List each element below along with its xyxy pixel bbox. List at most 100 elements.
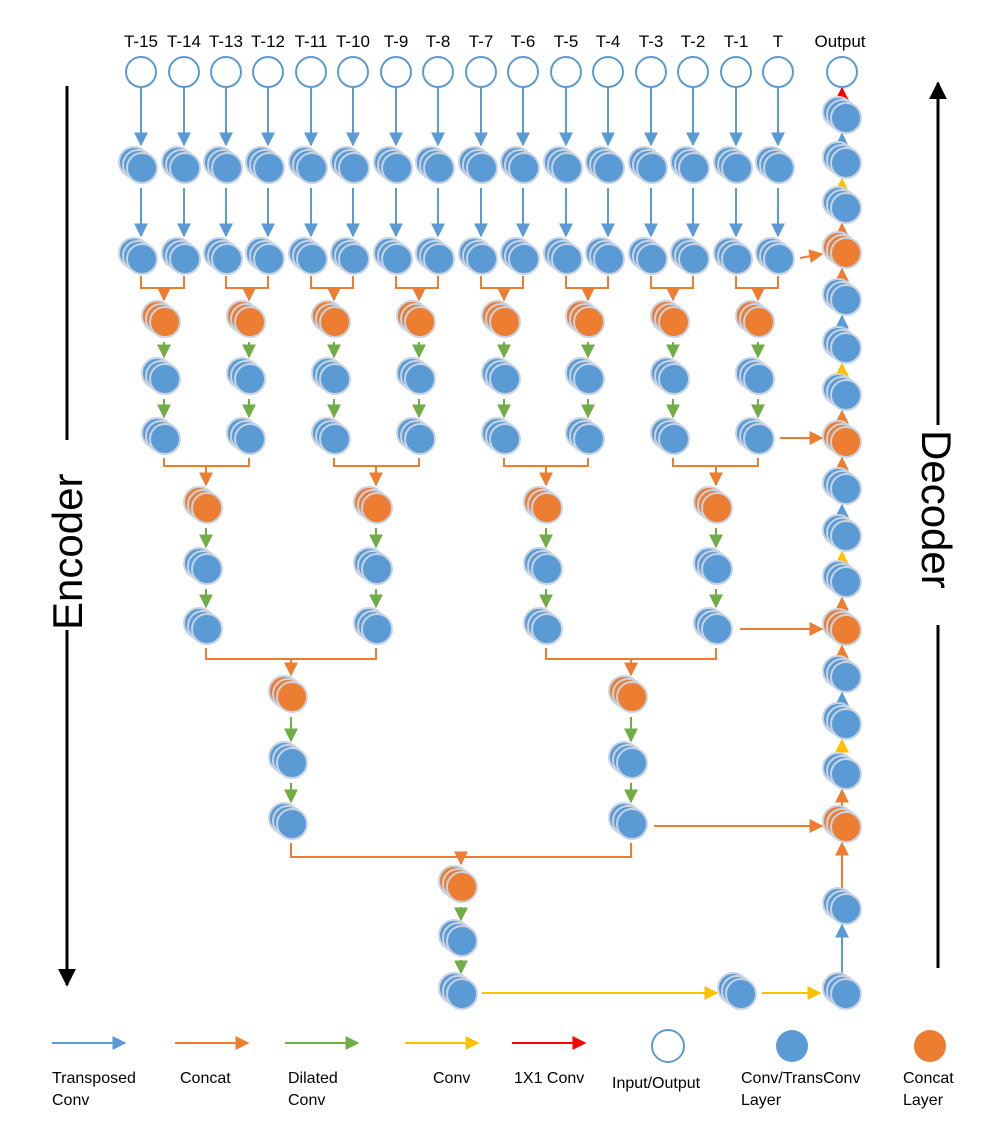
input-label: T-4 [596,32,621,51]
conv-layer [396,417,436,455]
concat-layer [735,300,775,338]
legend-label: Conv/TransConv [741,1070,860,1087]
conv-layer [523,607,563,645]
conv-layer [670,146,710,184]
conv-layer [500,146,540,184]
legend-concat-icon [914,1030,946,1062]
concat-bracket [480,276,524,289]
legend-item: Dilated Conv [285,1036,360,1109]
conv-layer [203,146,243,184]
conv-layer [268,741,308,779]
input-node [422,56,454,88]
concat-layer [226,300,266,338]
input-label: T-10 [336,32,370,51]
skip-concat-arrow [799,249,824,264]
concat-bracket [290,843,632,858]
conv-layer [543,146,583,184]
legend-label: Layer [741,1092,782,1109]
legend-item: 1X1 Conv [512,1036,587,1087]
input-node [677,56,709,88]
concat-layer [481,300,521,338]
input-node [168,56,200,88]
input-label: T-11 [295,32,328,51]
conv-layer [565,417,605,455]
conv-layer [438,919,478,957]
conv-layer [755,237,795,275]
decoder-side-arrow: Decoder [913,81,960,968]
concat-bracket [205,648,377,660]
input-node [465,56,497,88]
decoder-conv-layer [822,655,862,693]
legend: Transposed Conv Concat Dilated Conv Conv 1X1 C… [52,1029,954,1109]
encoder-label: Encoder [44,474,91,630]
conv-layer [226,357,266,395]
legend-item: Transposed Conv [52,1036,136,1109]
conv-layer [693,547,733,585]
input-label: T-8 [426,32,451,51]
legend-label: Input/Output [612,1075,701,1092]
decoder-conv-layer [822,560,862,598]
conv-layer [585,146,625,184]
decoder-conv-layer [822,514,862,552]
concat-bracket [503,458,589,467]
concat-bracket [225,276,269,289]
conv-layer [203,237,243,275]
input-label: T-9 [384,32,409,51]
conv-layer [245,237,285,275]
conv-layer [141,417,181,455]
decoder-concat-layer [822,608,862,646]
decoder-concat-layer [822,420,862,458]
conv-layer [735,417,775,455]
legend-io-icon [651,1029,685,1063]
concat-layer [141,300,181,338]
decoder-conv-layer [822,467,862,505]
conv-layer [353,547,393,585]
conv-layer [481,417,521,455]
concat-bracket [163,458,250,467]
conv-layer [458,237,498,275]
concat-layer [353,486,393,524]
input-label: T-15 [124,32,158,51]
conv-layer [717,972,757,1010]
conv-layer [481,357,521,395]
conv-layer [330,146,370,184]
input-node [635,56,667,88]
concat-layer [311,300,351,338]
conv-layer [713,237,753,275]
conv-layer [585,237,625,275]
concat-layer [438,865,478,903]
concat-layer [693,486,733,524]
concat-bracket [333,458,420,467]
conv-layer [458,146,498,184]
decoder-concat-layer [822,805,862,843]
input-label: T-12 [251,32,285,51]
conv-layer [288,237,328,275]
conv-layer [330,237,370,275]
concat-layer [268,675,308,713]
nodes-layer [118,56,862,1010]
legend-item: Input/Output [612,1029,701,1092]
conv-layer [650,357,690,395]
decoder-conv-layer [822,326,862,364]
input-label: T-3 [639,32,664,51]
input-label: T-6 [511,32,536,51]
concat-bracket [140,276,185,289]
concat-layer [523,486,563,524]
concat-layer [565,300,605,338]
legend-label: Concat [180,1070,231,1087]
decoder-conv-layer [822,752,862,790]
legend-item: Concat [175,1036,250,1087]
conv-layer [268,802,308,840]
legend-label: Conv [52,1092,89,1109]
conv-layer [693,607,733,645]
conv-layer [311,357,351,395]
legend-item: Conv/TransConv Layer [741,1030,860,1109]
decoder-conv-layer [822,373,862,411]
input-node [295,56,327,88]
conv-layer [438,972,478,1010]
labels-layer: T-15 T-14 T-13 T-12 T-11 T-10 T-9 T-8 T-7 T-6 T-5 T… [124,32,866,51]
conv-layer [118,237,158,275]
output-node [826,56,858,88]
conv-layer [288,146,328,184]
encoder-side-arrow: Encoder [44,86,91,987]
